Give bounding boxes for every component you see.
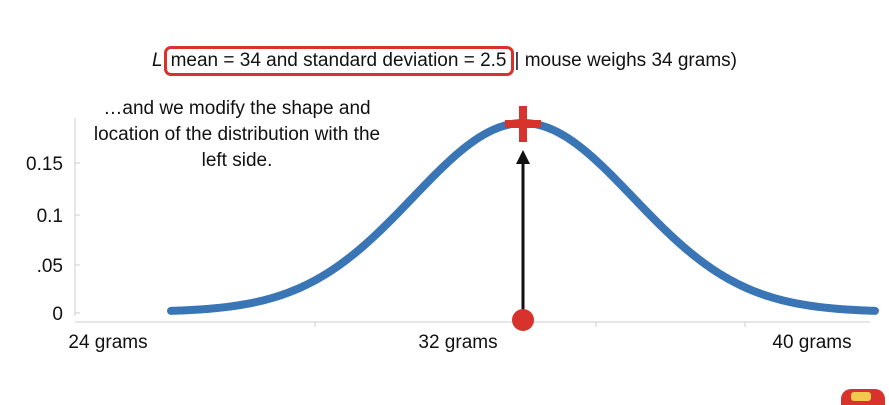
- axes: [74, 118, 870, 323]
- plus-vertical: [519, 106, 527, 142]
- x-tick-label: 32 grams: [418, 332, 497, 353]
- y-tick-label: 0.15: [26, 154, 63, 175]
- peak-plus-marker: [505, 106, 541, 142]
- likelihood-symbol: L: [152, 50, 163, 71]
- observation-dot: [512, 309, 534, 331]
- x-tick-label: 40 grams: [772, 332, 851, 353]
- likelihood-arrow: [516, 150, 530, 312]
- x-tick-label: 24 grams: [68, 332, 147, 353]
- y-ticks: 0 .05 0.1 0.15: [26, 154, 80, 325]
- x-ticks: 24 grams 32 grams 40 grams: [68, 322, 852, 353]
- y-tick-label: 0: [52, 304, 63, 325]
- channel-logo-icon: [841, 389, 885, 405]
- y-tick-label: .05: [37, 256, 63, 277]
- y-tick-label: 0.1: [37, 206, 63, 227]
- arrow-head: [516, 150, 530, 164]
- formula-condition: | mouse weighs 34 grams): [514, 50, 737, 71]
- highlighted-parameters: mean = 34 and standard deviation = 2.5: [163, 46, 514, 76]
- annotation-text: …and we modify the shape and location of…: [93, 98, 381, 171]
